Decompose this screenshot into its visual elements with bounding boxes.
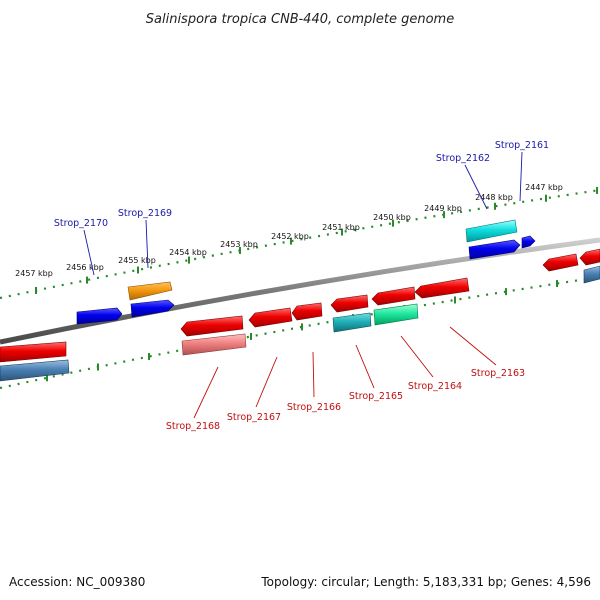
gene-arrow-reverse[interactable] [181, 333, 247, 356]
label-leader [145, 219, 149, 269]
genome-backbone [0, 237, 600, 345]
map-title: Salinispora tropica CNB-440, complete ge… [146, 12, 454, 27]
gene-arrow-reverse[interactable] [371, 286, 416, 306]
inner-scale-ring [0, 275, 600, 390]
tick-label: 2448 kbp [475, 193, 513, 202]
gene-label-strop-2165[interactable]: Strop_2165 [349, 391, 403, 402]
tick-label: 2447 kbp [525, 183, 563, 192]
gene-label-strop-2163[interactable]: Strop_2163 [471, 368, 525, 379]
gene-arrow-reverse[interactable] [0, 341, 67, 363]
gene-arrow-forward[interactable] [521, 235, 536, 249]
gene-arrow-reverse[interactable] [0, 359, 70, 382]
gene-arrow-reverse[interactable] [180, 315, 244, 337]
gene-arrow-forward[interactable] [465, 219, 518, 243]
label-leader [312, 351, 315, 398]
label-leader [464, 164, 488, 210]
label-leader [449, 326, 497, 366]
label-leader [255, 356, 278, 408]
outer-major-ticks [35, 186, 598, 295]
gene-arrow-reverse[interactable] [332, 312, 372, 333]
tick-label: 2452 kbp [271, 232, 309, 241]
gene-label-strop-2169[interactable]: Strop_2169 [118, 208, 172, 219]
gene-arrow-forward[interactable] [130, 299, 175, 318]
gene-label-strop-2166[interactable]: Strop_2166 [287, 402, 341, 413]
gene-label-strop-2161[interactable]: Strop_2161 [495, 140, 549, 151]
label-leader [193, 366, 219, 419]
gene-label-strop-2170[interactable]: Strop_2170 [54, 218, 108, 229]
tick-label: 2451 kbp [322, 223, 360, 232]
tick-label: 2454 kbp [169, 248, 207, 257]
gene-arrow-reverse[interactable] [291, 302, 323, 321]
label-leader [400, 335, 434, 378]
gene-arrow-reverse[interactable] [583, 265, 600, 284]
tick-label: 2455 kbp [118, 256, 156, 265]
genome-summary-text: Topology: circular; Length: 5,183,331 bp… [260, 575, 591, 589]
gene-arrow-reverse[interactable] [542, 253, 579, 272]
label-leader [83, 229, 95, 276]
gene-label-strop-2162[interactable]: Strop_2162 [436, 153, 490, 164]
gene-arrow-reverse[interactable] [579, 248, 600, 266]
gene-arrow-reverse[interactable] [373, 303, 419, 326]
gene-arrow-reverse[interactable] [330, 294, 369, 313]
gene-label-strop-2168[interactable]: Strop_2168 [166, 421, 220, 432]
gene-arrow-forward[interactable] [76, 307, 123, 325]
label-leader [519, 151, 523, 202]
tick-label: 2453 kbp [220, 240, 258, 249]
gene-arrow-reverse[interactable] [414, 277, 470, 299]
gene-label-strop-2164[interactable]: Strop_2164 [408, 381, 462, 392]
tick-label: 2449 kbp [424, 204, 462, 213]
gene-label-strop-2167[interactable]: Strop_2167 [227, 412, 281, 423]
gene-arrow-reverse[interactable] [248, 307, 293, 328]
tick-label: 2456 kbp [66, 263, 104, 272]
tick-label: 2457 kbp [15, 269, 53, 278]
accession-text: Accession: NC_009380 [9, 575, 145, 589]
label-leader [355, 344, 375, 389]
gene-arrow-forward[interactable] [127, 281, 173, 301]
inner-major-ticks [46, 280, 558, 382]
tick-label: 2450 kbp [373, 213, 411, 222]
gene-arrow-forward[interactable] [468, 239, 521, 260]
